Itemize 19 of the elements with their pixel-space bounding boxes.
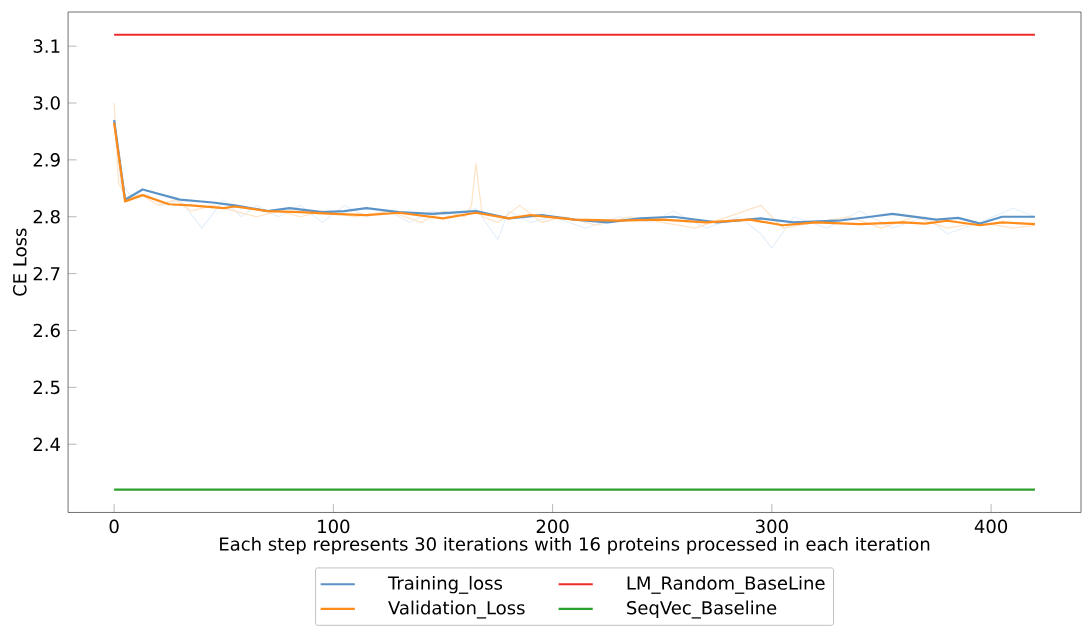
legend-label: SeqVec_Baseline	[627, 600, 777, 619]
y-axis-title: CE Loss	[12, 228, 27, 297]
x-tick-label: 300	[756, 519, 788, 534]
legend-label: Validation_Loss	[388, 600, 525, 619]
y-tick-label: 3.1	[33, 39, 60, 54]
y-tick-label: 2.7	[33, 267, 60, 281]
y-tick-label: 2.8	[33, 210, 60, 224]
legend-label: Training_loss	[387, 576, 503, 595]
y-tick-label: 2.6	[33, 323, 60, 338]
x-tick-label: 400	[974, 519, 1008, 534]
y-tick-label: 2.4	[33, 437, 60, 452]
y-tick-label: 3.0	[33, 96, 60, 111]
x-axis-title: Each step represents 30 iterations with 16 proteins processed in each iteration	[220, 537, 930, 555]
x-tick-label: 0	[109, 519, 119, 534]
y-tick-label: 2.9	[33, 153, 60, 167]
x-tick-label: 200	[536, 519, 569, 534]
legend-label: LM_Random_BaseLine	[627, 576, 825, 595]
x-tick-label: 100	[318, 519, 350, 534]
y-tick-label: 2.5	[33, 380, 60, 395]
